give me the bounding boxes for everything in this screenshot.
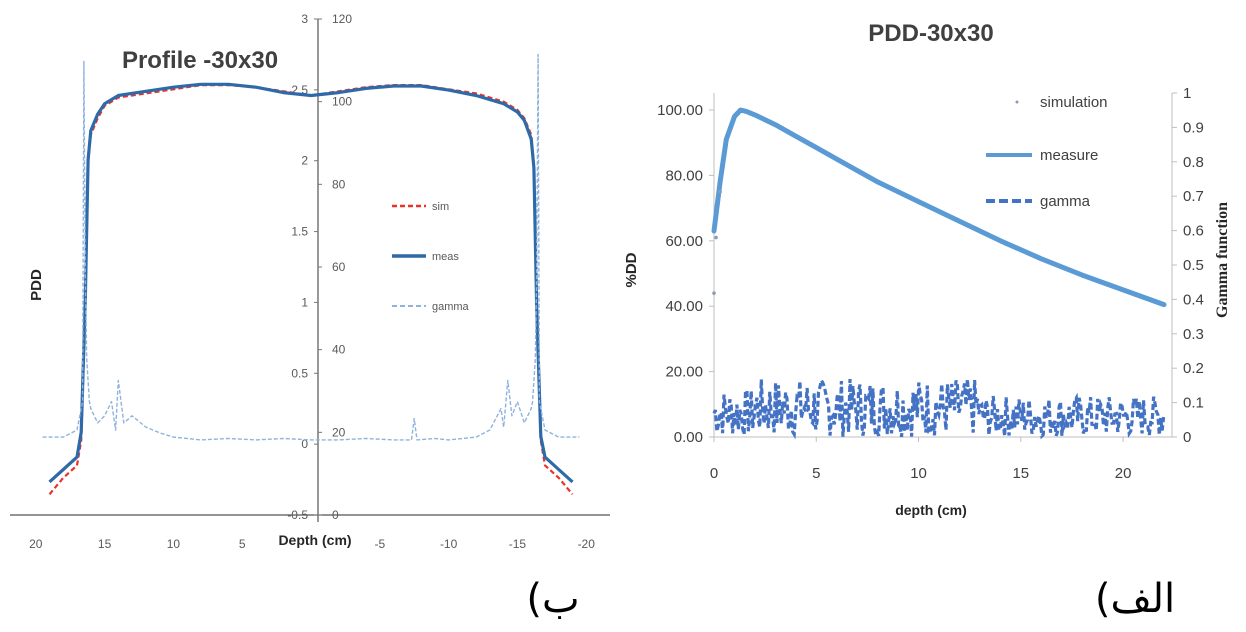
profile-value-tick-label: 20 — [332, 425, 346, 439]
profile-value-tick-label: 60 — [332, 260, 346, 274]
pdd-y2-tick-label: 0.7 — [1183, 188, 1204, 205]
profile-series-group — [42, 53, 580, 496]
profile-series-meas — [48, 82, 574, 484]
profile-x-axis-label: Depth (cm) — [278, 532, 351, 548]
profile-chart: Profile -30x30 PDD Depth (cm) 20 15 10 5 -5-… — [10, 12, 610, 551]
profile-axes: 20 15 10 5 -5 -10 -15 -2032.521.510.50-0.512010… — [10, 12, 610, 551]
pdd-y-tick-label: 40.00 — [665, 298, 703, 315]
profile-gamma-tick-label: 0 — [301, 437, 308, 451]
profile-legend: sim meas gamma — [392, 201, 470, 313]
profile-x-tick-label: -10 — [440, 537, 458, 551]
pdd-y2-tick-label: 0.4 — [1183, 291, 1204, 308]
profile-gamma-tick-label: 1.5 — [291, 225, 308, 239]
pdd-x-tick-label: 10 — [910, 465, 927, 482]
panel-label-right: (الف — [1095, 576, 1175, 622]
profile-gamma-tick-label: 1 — [301, 295, 308, 309]
profile-gamma-tick-label: 0.5 — [291, 366, 308, 380]
profile-x-tick-label: -5 — [374, 537, 385, 551]
pdd-chart-title: PDD-30x30 — [868, 20, 993, 47]
pdd-series-simulation-point — [712, 291, 716, 295]
pdd-x-axis-label: depth (cm) — [895, 502, 967, 518]
profile-series-gamma — [42, 53, 580, 441]
profile-value-tick-label: 80 — [332, 177, 346, 191]
pdd-chart: PDD-30x30 %DD Gamma function depth (cm) … — [623, 20, 1231, 518]
profile-gamma-tick-label: -0.5 — [287, 508, 308, 522]
legend-simulation-swatch — [1015, 100, 1019, 104]
pdd-y2-tick-label: 0.2 — [1183, 360, 1204, 377]
legend-simulation-label: simulation — [1040, 94, 1108, 111]
profile-x-tick-label: 20 — [29, 537, 43, 551]
profile-gamma-tick-label: 2 — [301, 154, 308, 168]
pdd-y-tick-label: 100.00 — [657, 102, 703, 119]
legend-meas-label: meas — [432, 251, 459, 263]
pdd-y2-tick-label: 0.1 — [1183, 395, 1204, 412]
pdd-y-tick-label: 60.00 — [665, 233, 703, 250]
pdd-y-tick-label: 80.00 — [665, 167, 703, 184]
profile-x-tick-label: 10 — [167, 537, 181, 551]
pdd-series-simulation-point — [718, 189, 722, 194]
legend-gamma-label: gamma — [432, 301, 470, 313]
pdd-series-simulation-point — [714, 235, 718, 240]
profile-x-tick-label: 15 — [98, 537, 112, 551]
pdd-y2-axis-label: Gamma function — [1214, 202, 1231, 318]
profile-value-tick-label: 120 — [332, 12, 352, 26]
profile-chart-title: Profile -30x30 — [122, 47, 278, 74]
profile-x-tick-label: -20 — [578, 537, 596, 551]
pdd-y2-tick-label: 0.5 — [1183, 257, 1204, 274]
pdd-y-axis-label: %DD — [623, 252, 640, 287]
pdd-y2-tick-label: 0.6 — [1183, 223, 1204, 240]
legend-sim-label: sim — [432, 201, 449, 213]
pdd-y2-tick-label: 0.3 — [1183, 326, 1204, 343]
profile-x-tick-label: 5 — [239, 537, 246, 551]
pdd-axes: 0.00 20.00 40.00 60.00 80.00 100.00 0 0.1 0.2 0.3… — [657, 85, 1204, 482]
pdd-y-tick-label: 20.00 — [665, 364, 703, 381]
pdd-x-tick-label: 0 — [710, 465, 718, 482]
legend-measure-label: measure — [1040, 147, 1098, 164]
pdd-y2-tick-label: 1 — [1183, 85, 1191, 102]
panel-label-left: (ب — [526, 576, 579, 622]
pdd-x-tick-label: 15 — [1012, 465, 1029, 482]
pdd-legend: simulation measure gamma — [986, 94, 1108, 210]
pdd-y-tick-label: 0.00 — [674, 429, 703, 446]
profile-gamma-tick-label: 3 — [301, 12, 308, 26]
profile-value-tick-label: 0 — [332, 508, 339, 522]
legend-gamma2-label: gamma — [1040, 193, 1091, 210]
pdd-x-tick-label: 5 — [812, 465, 820, 482]
pdd-y2-tick-label: 0 — [1183, 429, 1191, 446]
pdd-x-tick-label: 20 — [1115, 465, 1132, 482]
profile-x-tick-label: -15 — [509, 537, 527, 551]
profile-value-tick-label: 40 — [332, 343, 346, 357]
pdd-series-gamma — [712, 376, 1166, 440]
profile-series-sim — [48, 83, 574, 496]
pdd-series-group — [711, 107, 1167, 440]
pdd-y2-tick-label: 0.8 — [1183, 154, 1204, 171]
profile-value-tick-label: 100 — [332, 95, 352, 109]
pdd-y2-tick-label: 0.9 — [1183, 119, 1204, 136]
pdd-series-measure — [711, 107, 1167, 308]
profile-y-axis-label: PDD — [28, 269, 45, 301]
